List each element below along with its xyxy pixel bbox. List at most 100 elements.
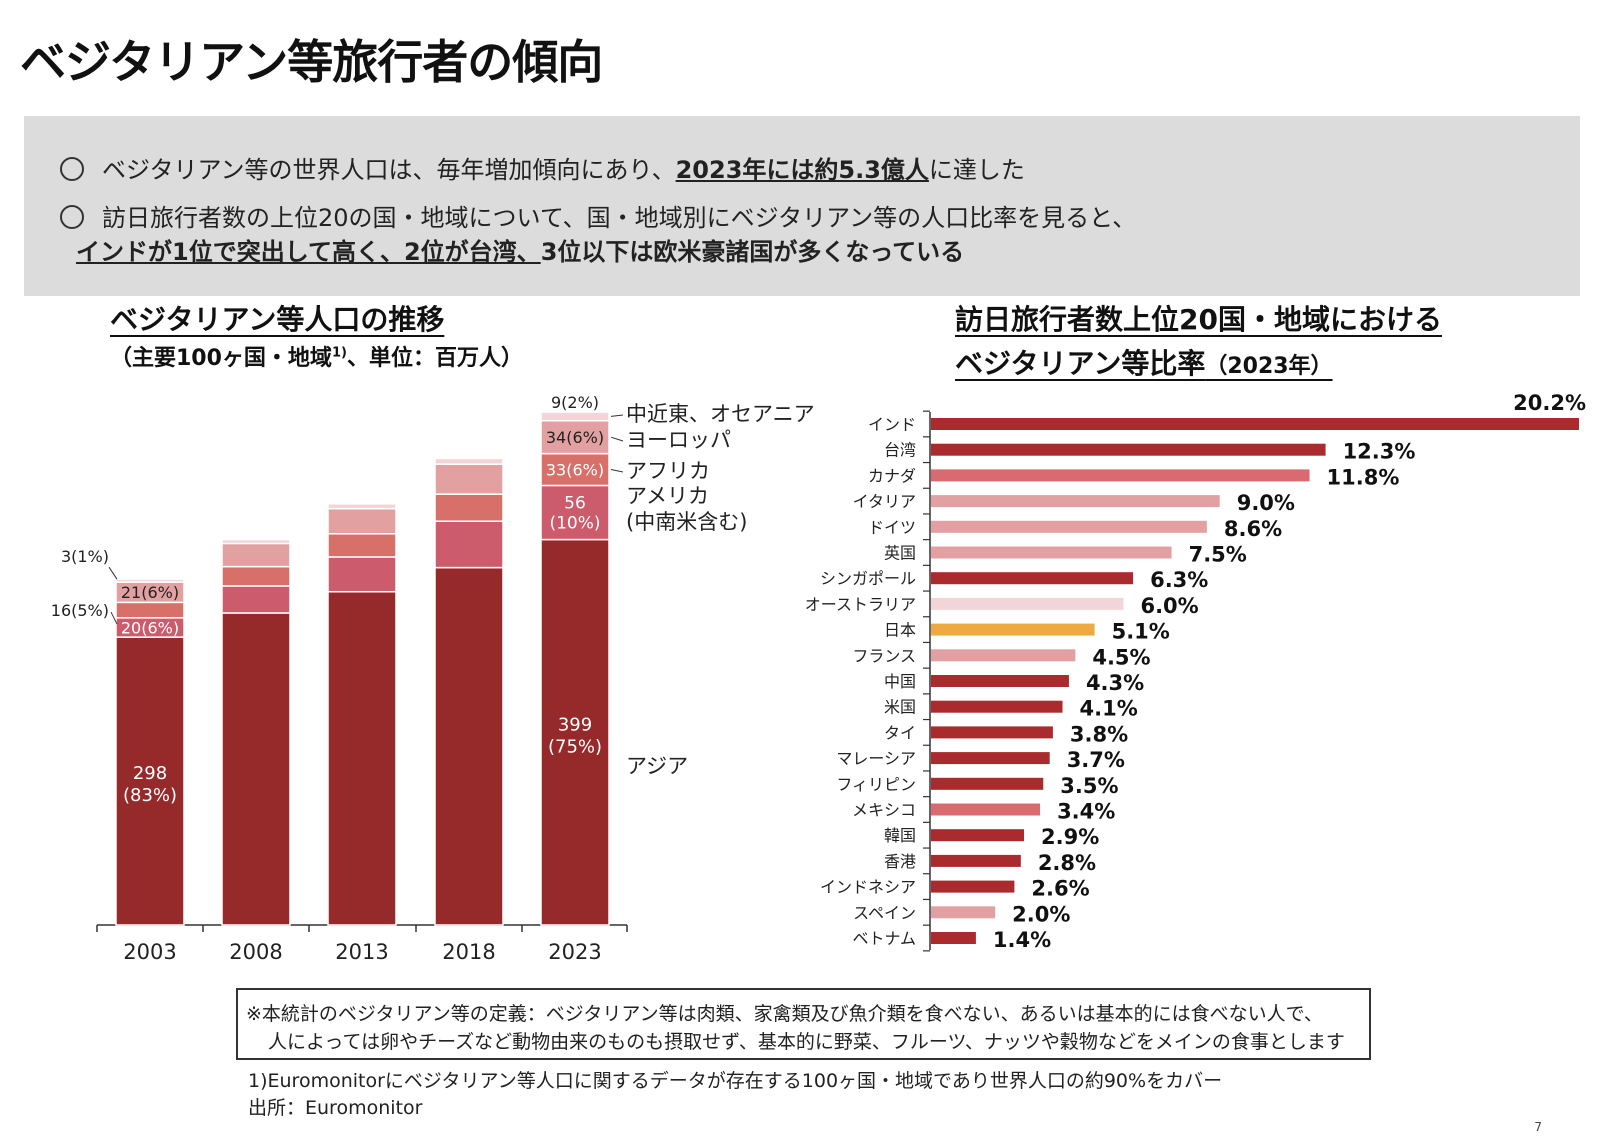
bar-segment-america-2018	[434, 520, 504, 569]
y-tick-label: 日本	[884, 621, 916, 640]
data-label-america: 20(6%)	[121, 618, 179, 637]
legend-label-america-sub: (中南米含む)	[626, 510, 747, 534]
y-tick-label: ベトナム	[852, 929, 916, 948]
summary-bullet-1: ベジタリアン等の世界人口は、毎年増加傾向にあり、2023年には約5.3億人に達し…	[60, 150, 1025, 185]
data-label: 11.8%	[1327, 465, 1400, 489]
y-tick-label: オーストラリア	[805, 595, 916, 614]
data-label-africa: 33(6%)	[546, 461, 604, 480]
data-label: 9.0%	[1237, 491, 1295, 515]
bar-segment-america-2013	[327, 556, 397, 593]
bar-segment-asia-2008	[221, 612, 291, 926]
y-tick-label: 韓国	[884, 826, 916, 845]
bar-segment-africa-2008	[221, 565, 291, 587]
leader-line	[110, 611, 118, 625]
left-chart-subtitle-post: 、単位：百万人）	[346, 346, 523, 371]
data-label-america-pct: (10%)	[549, 514, 600, 534]
data-label-mideast: 9(2%)	[551, 393, 599, 412]
data-label: 6.0%	[1140, 594, 1198, 618]
bar-segment-africa-2003	[115, 601, 185, 619]
left-chart-subtitle: （主要100ヶ国・地域1)、単位：百万人）	[110, 340, 523, 372]
legend-label-mideast: 中近東、オセアニア	[626, 402, 815, 426]
y-tick-label: インド	[868, 415, 916, 434]
data-label: 3.5%	[1060, 774, 1118, 798]
data-label: 20.2%	[1513, 391, 1586, 415]
y-tick-label: スペイン	[853, 903, 916, 922]
data-label-asia-pct: (83%)	[123, 785, 177, 806]
y-tick-label: 香港	[884, 852, 916, 871]
horizontal-bar-chart: インド 20.2% 台湾 12.3% カナダ 11.8% イタリア 9.0% ドイツ 8.6% 英国…	[805, 391, 1586, 952]
bar-segment-africa-2013	[327, 533, 397, 558]
y-tick-label: 台湾	[884, 441, 916, 460]
bar-12	[931, 700, 1063, 713]
page-number: 7	[1534, 1120, 1542, 1134]
bar-8	[931, 597, 1124, 610]
left-chart-subtitle-pre: （主要100ヶ国・地域	[110, 346, 332, 371]
y-tick-label: メキシコ	[852, 801, 916, 820]
footnote-1: 1)Euromonitorにベジタリアン等人口に関するデータが存在する100ヶ国…	[248, 1070, 1223, 1092]
summary-bullet-2-cont: インドが1位で突出して高く、2位が台湾、3位以下は欧米豪諸国が多くなっている	[76, 232, 964, 267]
bar-segment-america-2008	[221, 585, 291, 614]
bar-segment-europe-2013	[327, 507, 397, 535]
bar-segment-mideast-2013	[327, 503, 397, 510]
bar-segment-asia-2018	[434, 566, 504, 926]
data-label-europe: 34(6%)	[546, 428, 604, 447]
leader-line	[108, 566, 118, 580]
data-label: 3.7%	[1067, 748, 1125, 772]
data-label-asia: 298	[133, 763, 167, 784]
bar-7	[931, 572, 1134, 585]
y-tick-label: シンガポール	[820, 569, 916, 588]
right-chart-title-2: ベジタリアン等比率（2023年）	[955, 342, 1333, 382]
definition-note: ※本統計のベジタリアン等の定義：ベジタリアン等は肉類、家禽類及び魚介類を食べない…	[236, 988, 1371, 1060]
data-label-america: 56	[564, 494, 586, 514]
summary-2-tail: 3位以下は欧米豪諸国が多くなっている	[540, 238, 965, 266]
bar-1	[931, 418, 1579, 430]
data-label: 4.3%	[1086, 671, 1144, 695]
legend-leader-line	[610, 414, 624, 417]
bar-20	[931, 906, 996, 919]
data-label: 4.1%	[1080, 697, 1138, 721]
bar-segment-europe-2023	[540, 419, 610, 455]
right-chart-title-year: （2023年）	[1205, 354, 1333, 379]
bar-segment-europe-2008	[221, 542, 291, 568]
bullet-circle-icon	[60, 205, 84, 229]
bar-10	[931, 649, 1076, 662]
left-chart-subtitle-sup: 1)	[331, 345, 347, 361]
bar-segment-mideast-2003	[115, 578, 185, 583]
legend-label-america: アメリカ	[626, 484, 709, 508]
data-label: 6.3%	[1150, 568, 1208, 592]
note-line-2: 人によっては卵やチーズなど動物由来のものも摂取せず、基本的に野菜、フルーツ、ナッ…	[268, 1031, 1345, 1053]
data-label: 5.1%	[1112, 620, 1170, 644]
data-label-africa: 16(5%)	[51, 601, 109, 620]
bar-segment-mideast-2023	[540, 411, 610, 422]
data-label-asia: 399	[558, 714, 592, 735]
page-title: ベジタリアン等旅行者の傾向	[20, 35, 603, 89]
bar-18	[931, 854, 1021, 867]
right-chart-title-1: 訪日旅行者数上位20国・地域における	[955, 298, 1442, 338]
footnote-source: 出所：Euromonitor	[248, 1097, 423, 1119]
right-chart-title-main: ベジタリアン等比率	[955, 347, 1206, 380]
x-tick-label: 2008	[229, 940, 282, 964]
summary-1-text: ベジタリアン等の世界人口は、毎年増加傾向にあり、	[102, 156, 676, 184]
summary-1-tail: に達した	[928, 156, 1025, 184]
summary-box: ベジタリアン等の世界人口は、毎年増加傾向にあり、2023年には約5.3億人に達し…	[24, 116, 1580, 296]
bar-16	[931, 803, 1041, 816]
y-tick-label: イタリア	[853, 492, 916, 511]
y-tick-label: 中国	[884, 672, 916, 691]
summary-2-emphasis: インドが1位で突出して高く、2位が台湾、	[76, 238, 541, 266]
bar-19	[931, 880, 1015, 893]
legend-leader-line	[610, 469, 624, 473]
bar-15	[931, 777, 1044, 790]
y-tick-label: カナダ	[868, 466, 916, 485]
bar-segment-asia-2003	[115, 636, 185, 926]
y-tick-label: マレーシア	[836, 749, 916, 768]
data-label: 2.0%	[1012, 902, 1070, 926]
bar-segment-mideast-2008	[221, 538, 291, 545]
y-tick-label: 英国	[884, 544, 916, 563]
legend-label-europe: ヨーロッパ	[626, 428, 731, 452]
left-chart-title-text: ベジタリアン等人口の推移	[110, 303, 445, 336]
legend-leader-line	[610, 436, 624, 442]
left-chart-title: ベジタリアン等人口の推移	[110, 298, 444, 338]
bar-9	[931, 623, 1095, 636]
bar-segment-america-2023	[540, 484, 610, 541]
